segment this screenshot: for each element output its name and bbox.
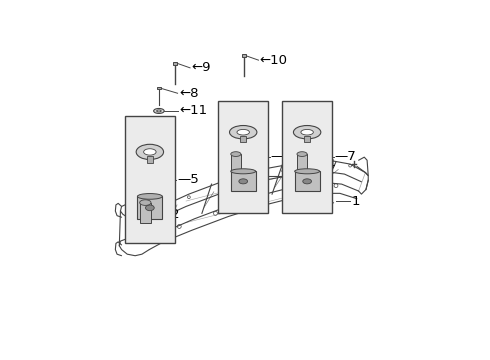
Ellipse shape bbox=[157, 110, 161, 112]
Text: —6: —6 bbox=[270, 150, 292, 163]
Text: 1: 1 bbox=[352, 194, 360, 208]
FancyBboxPatch shape bbox=[137, 197, 162, 219]
FancyBboxPatch shape bbox=[282, 101, 332, 213]
FancyBboxPatch shape bbox=[304, 136, 310, 142]
FancyBboxPatch shape bbox=[231, 154, 241, 171]
Ellipse shape bbox=[231, 169, 256, 174]
Text: —5: —5 bbox=[177, 174, 199, 186]
Ellipse shape bbox=[229, 126, 257, 139]
Text: ←2: ←2 bbox=[160, 208, 180, 221]
FancyBboxPatch shape bbox=[125, 116, 175, 243]
Text: ←8: ←8 bbox=[179, 87, 199, 100]
FancyBboxPatch shape bbox=[157, 87, 161, 89]
FancyBboxPatch shape bbox=[173, 62, 177, 65]
FancyBboxPatch shape bbox=[297, 154, 307, 171]
Text: ←10: ←10 bbox=[260, 54, 288, 67]
Ellipse shape bbox=[231, 152, 241, 157]
FancyBboxPatch shape bbox=[140, 203, 151, 222]
Ellipse shape bbox=[239, 179, 247, 184]
FancyBboxPatch shape bbox=[147, 156, 153, 163]
Text: ←3: ←3 bbox=[251, 158, 270, 171]
Ellipse shape bbox=[146, 205, 154, 211]
Text: ←4: ←4 bbox=[317, 158, 336, 171]
Ellipse shape bbox=[237, 130, 249, 135]
Ellipse shape bbox=[301, 130, 313, 135]
Ellipse shape bbox=[136, 144, 164, 159]
Ellipse shape bbox=[297, 152, 307, 157]
Ellipse shape bbox=[154, 108, 164, 113]
Ellipse shape bbox=[140, 200, 151, 206]
Text: —7: —7 bbox=[334, 150, 356, 163]
Ellipse shape bbox=[294, 126, 321, 139]
FancyBboxPatch shape bbox=[294, 171, 319, 192]
FancyBboxPatch shape bbox=[242, 54, 245, 57]
FancyBboxPatch shape bbox=[219, 101, 268, 213]
Text: ←9: ←9 bbox=[192, 61, 211, 74]
Ellipse shape bbox=[303, 179, 312, 184]
Ellipse shape bbox=[144, 149, 156, 155]
FancyBboxPatch shape bbox=[240, 136, 246, 142]
Text: ←11: ←11 bbox=[179, 104, 207, 117]
FancyBboxPatch shape bbox=[231, 171, 256, 192]
Ellipse shape bbox=[137, 194, 162, 199]
Ellipse shape bbox=[294, 169, 319, 174]
Text: 12: 12 bbox=[250, 188, 267, 201]
